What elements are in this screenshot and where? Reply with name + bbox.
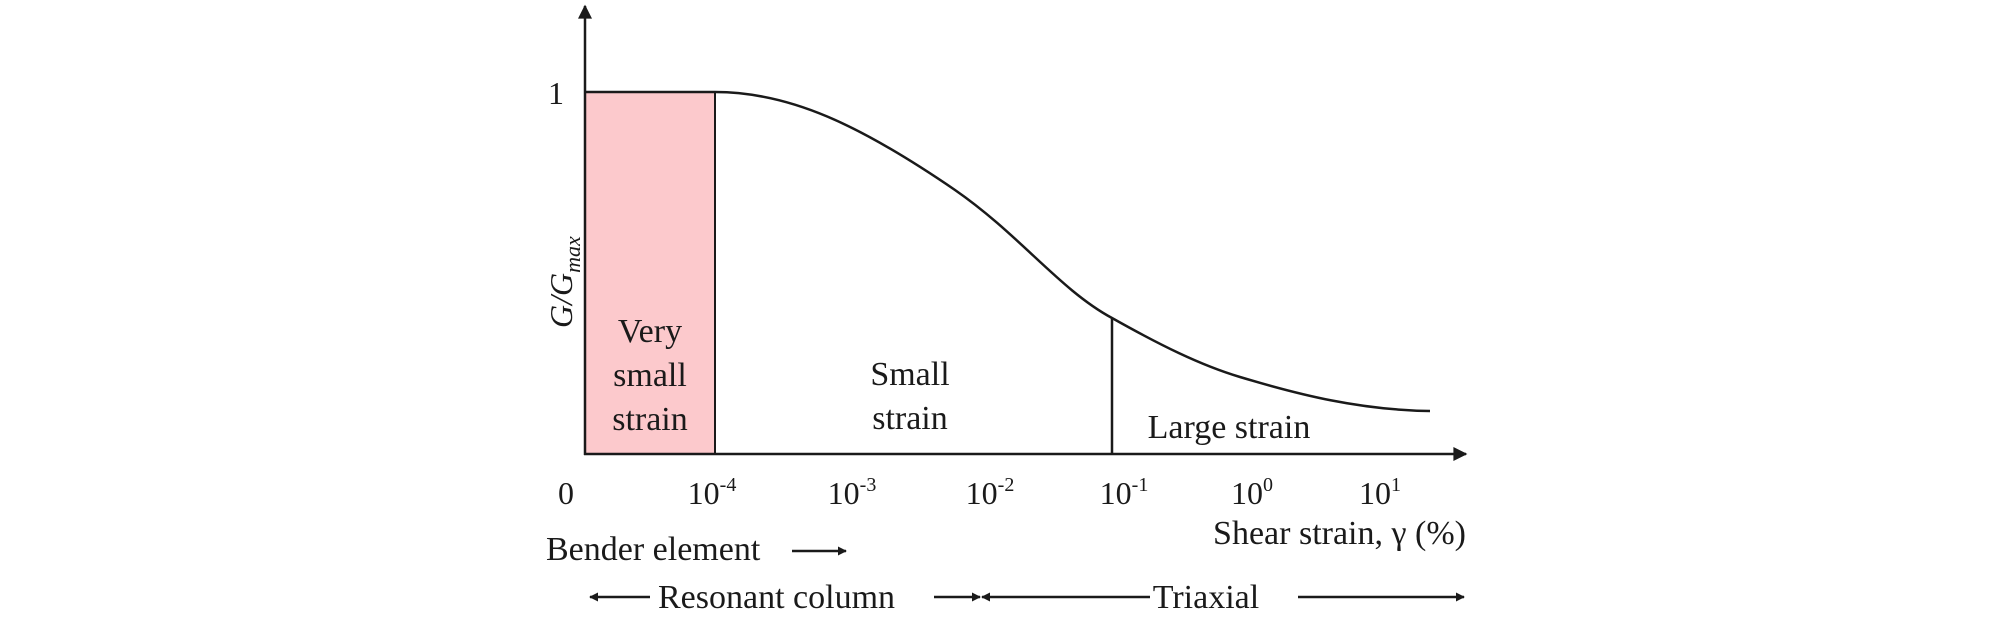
very-small-strain-region bbox=[584, 91, 716, 455]
x-tick-3: 10-2 bbox=[966, 474, 1015, 511]
x-tick-6: 101 bbox=[1359, 474, 1401, 511]
x-tick-4: 10-1 bbox=[1100, 474, 1149, 511]
small-strain-label: Small bbox=[870, 356, 949, 393]
modulus-reduction-curve bbox=[714, 90, 1431, 413]
x-axis-label: Shear strain, γ (%) bbox=[1213, 515, 1466, 552]
triaxial-label: Triaxial bbox=[1153, 579, 1259, 616]
resonant-column-label: Resonant column bbox=[658, 579, 895, 616]
very-small-strain-label: small bbox=[613, 357, 687, 394]
large-strain-label: Large strain bbox=[1148, 409, 1311, 446]
x-tick-5: 100 bbox=[1231, 474, 1273, 511]
y-tick-one: 1 bbox=[548, 75, 564, 111]
x-tick-0: 0 bbox=[558, 475, 574, 511]
bender-element-label: Bender element bbox=[546, 531, 761, 568]
very-small-strain-label: Very bbox=[618, 313, 682, 350]
y-axis-label: G/Gmax bbox=[543, 236, 585, 328]
very-small-strain-label: strain bbox=[612, 401, 688, 438]
svg-text:G/Gmax: G/Gmax bbox=[543, 236, 585, 328]
small-strain-label: strain bbox=[872, 400, 948, 437]
x-tick-2: 10-3 bbox=[828, 474, 877, 511]
x-tick-1: 10-4 bbox=[688, 474, 737, 511]
